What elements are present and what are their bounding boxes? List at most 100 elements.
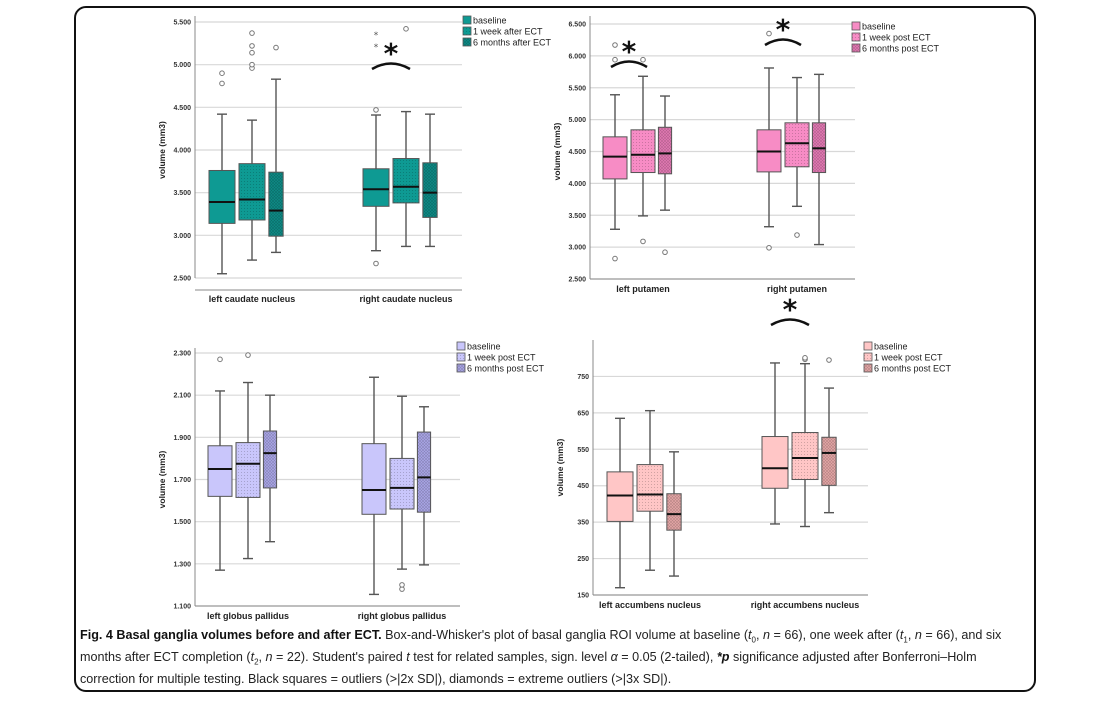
legend-label: 1 week post ECT (874, 353, 943, 363)
significance-bracket (764, 38, 802, 47)
outlier-point (794, 232, 800, 238)
caption-text: = 66), and six months after ECT completi… (80, 628, 1002, 665)
x-category-label: left caudate nucleus (209, 294, 296, 304)
caption-text: t (250, 650, 255, 665)
y-tick-label: 550 (577, 447, 589, 454)
outlier-point (249, 30, 255, 36)
outlier-point (219, 70, 225, 77)
box (821, 436, 837, 486)
y-tick-label: 1.700 (173, 477, 191, 484)
box (791, 432, 819, 481)
y-tick-label: 4.000 (173, 148, 191, 155)
y-axis-label: volume (mm3) (552, 123, 562, 181)
y-tick-label: 150 (577, 593, 589, 600)
y-tick-label: 3.500 (173, 190, 191, 197)
significance-star: * (776, 13, 791, 46)
box (602, 136, 628, 180)
box (636, 464, 664, 512)
legend-label: 1 week post ECT (467, 353, 536, 363)
legend-swatch (462, 15, 472, 25)
figure-frame (74, 6, 1036, 692)
outlier-point (640, 56, 646, 63)
y-tick-label: 2.500 (173, 276, 191, 283)
significance-star: * (783, 293, 798, 326)
extreme-outlier-point: * (374, 31, 379, 41)
legend-swatch (863, 363, 873, 373)
y-tick-label: 4.000 (568, 181, 586, 188)
caption-text: , (258, 650, 266, 665)
y-tick-label: 6.000 (568, 53, 586, 60)
outlier-point (612, 255, 618, 262)
y-tick-label: 2.500 (568, 277, 586, 284)
y-tick-label: 250 (577, 556, 589, 563)
box (238, 163, 266, 221)
significance-star: * (384, 37, 399, 70)
caption-text: = 22). Student's paired (272, 650, 407, 665)
figure-caption: Fig. 4 Basal ganglia volumes before and … (80, 627, 1030, 689)
y-tick-label: 5.500 (173, 20, 191, 27)
legend-label: baseline (874, 342, 908, 352)
outlier-point (403, 26, 409, 32)
y-tick-label: 4.500 (568, 149, 586, 156)
legend-swatch (851, 21, 861, 31)
y-tick-label: 6.500 (568, 22, 586, 29)
outlier-point (766, 30, 772, 37)
significance-bracket (770, 318, 810, 327)
legend-label: 6 months post ECT (467, 364, 545, 374)
box (606, 471, 634, 522)
caption-text: n (914, 628, 922, 642)
caption-text: test for related samples, sign. level (409, 650, 611, 665)
x-category-label: right accumbens nucleus (751, 600, 860, 610)
box (630, 129, 656, 174)
legend-swatch (851, 43, 861, 53)
x-category-label: right caudate nucleus (359, 294, 452, 304)
y-tick-label: 1.900 (173, 435, 191, 442)
caption-text: Box-and-Whisker's plot of basal ganglia … (381, 628, 749, 642)
caption-text: = 0.05 (2-tailed), (617, 650, 717, 665)
legend-label: 1 week after ECT (473, 27, 543, 37)
box (422, 162, 438, 218)
legend-label: baseline (473, 16, 507, 26)
caption-text: , (907, 628, 915, 642)
significance-bracket (610, 60, 648, 69)
y-tick-label: 1.300 (173, 561, 191, 568)
legend-label: baseline (862, 22, 896, 32)
legend-label: 6 months post ECT (862, 44, 940, 54)
legend-swatch (456, 341, 466, 351)
box (361, 443, 387, 515)
outlier-point (662, 249, 668, 256)
significance-star: * (622, 35, 637, 68)
outlier-point (826, 357, 832, 363)
caption-text: α (610, 650, 618, 665)
caption-text: 2 (254, 657, 259, 667)
outlier-point (219, 80, 225, 87)
box (761, 436, 789, 489)
outlier-point (612, 42, 618, 48)
box (208, 169, 236, 224)
box (389, 457, 415, 510)
caption-text: , (756, 628, 763, 642)
legend-label: baseline (467, 342, 501, 352)
box (207, 445, 233, 497)
outlier-point (249, 49, 255, 56)
legend-label: 1 week post ECT (862, 33, 931, 43)
legend-swatch (462, 26, 472, 36)
y-tick-label: 650 (577, 410, 589, 417)
box (392, 158, 420, 204)
box (416, 431, 432, 513)
y-tick-label: 5.000 (568, 117, 586, 124)
outlier-point (373, 107, 379, 113)
caption-text: *p (716, 650, 730, 665)
y-axis-label: volume (mm3) (555, 439, 565, 497)
y-tick-label: 2.300 (173, 351, 191, 358)
legend-swatch (863, 341, 873, 351)
y-tick-label: 3.000 (173, 233, 191, 240)
y-tick-label: 2.100 (173, 393, 191, 400)
outlier-point (612, 56, 618, 63)
outlier-point (802, 355, 808, 361)
legend-swatch (851, 32, 861, 42)
outlier-point (373, 260, 379, 267)
caption-text: 0 (751, 635, 756, 645)
outlier-point (640, 238, 646, 245)
caption-text: 1 (903, 635, 908, 645)
